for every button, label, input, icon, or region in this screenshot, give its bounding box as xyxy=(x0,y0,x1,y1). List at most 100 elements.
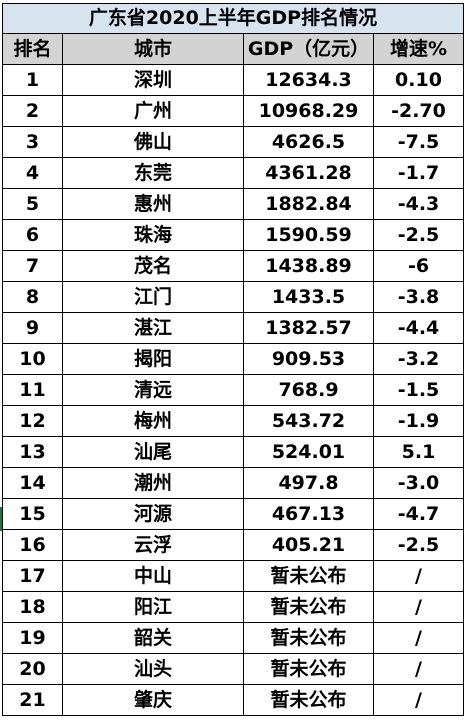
cell-growth[interactable]: -3.2 xyxy=(373,343,464,375)
cell-rank[interactable]: 2 xyxy=(2,95,63,127)
cell-rank[interactable]: 10 xyxy=(2,343,63,375)
cell-rank[interactable]: 15 xyxy=(2,498,63,530)
cell-growth[interactable]: / xyxy=(373,591,464,623)
cell-growth[interactable]: -2.5 xyxy=(373,529,464,561)
cell-rank[interactable]: 18 xyxy=(2,591,63,623)
cell-growth[interactable]: -3.0 xyxy=(373,467,464,499)
table-row: 11 清远 768.9 -1.5 xyxy=(2,374,464,406)
cell-city[interactable]: 梅州 xyxy=(62,405,244,437)
header-growth[interactable]: 增速% xyxy=(373,33,464,65)
cell-gdp[interactable]: 524.01 xyxy=(243,436,374,468)
cell-city[interactable]: 肇庆 xyxy=(62,684,244,716)
cell-gdp[interactable]: 1590.59 xyxy=(243,219,374,251)
cell-rank[interactable]: 16 xyxy=(2,529,63,561)
cell-rank[interactable]: 4 xyxy=(2,157,63,189)
cell-city[interactable]: 揭阳 xyxy=(62,343,244,375)
cell-rank[interactable]: 17 xyxy=(2,560,63,592)
cell-city[interactable]: 江门 xyxy=(62,281,244,313)
header-rank[interactable]: 排名 xyxy=(2,33,63,65)
cell-gdp[interactable]: 543.72 xyxy=(243,405,374,437)
cell-rank[interactable]: 19 xyxy=(2,622,63,654)
cell-city[interactable]: 阳江 xyxy=(62,591,244,623)
cell-growth[interactable]: / xyxy=(373,622,464,654)
cell-growth[interactable]: -2.70 xyxy=(373,95,464,127)
cell-gdp[interactable]: 暂未公布 xyxy=(243,622,374,654)
table-row: 16 云浮 405.21 -2.5 xyxy=(2,529,464,561)
cell-growth[interactable]: 5.1 xyxy=(373,436,464,468)
cell-city[interactable]: 湛江 xyxy=(62,312,244,344)
cell-gdp[interactable]: 10968.29 xyxy=(243,95,374,127)
cell-gdp[interactable]: 1438.89 xyxy=(243,250,374,282)
cell-city[interactable]: 茂名 xyxy=(62,250,244,282)
cell-rank[interactable]: 14 xyxy=(2,467,63,499)
cell-growth[interactable]: / xyxy=(373,560,464,592)
cell-city[interactable]: 广州 xyxy=(62,95,244,127)
cell-rank[interactable]: 13 xyxy=(2,436,63,468)
cell-city[interactable]: 东莞 xyxy=(62,157,244,189)
table-row: 19 韶关 暂未公布 / xyxy=(2,622,464,654)
cell-growth[interactable]: / xyxy=(373,684,464,716)
cell-growth[interactable]: -4.7 xyxy=(373,498,464,530)
cell-growth[interactable]: -3.8 xyxy=(373,281,464,313)
cell-city[interactable]: 汕尾 xyxy=(62,436,244,468)
cell-gdp[interactable]: 768.9 xyxy=(243,374,374,406)
cell-city[interactable]: 韶关 xyxy=(62,622,244,654)
table-row: 15 河源 467.13 -4.7 xyxy=(2,498,464,530)
cell-gdp[interactable]: 497.8 xyxy=(243,467,374,499)
cell-growth[interactable]: 0.10 xyxy=(373,64,464,96)
cell-rank[interactable]: 3 xyxy=(2,126,63,158)
cell-gdp[interactable]: 909.53 xyxy=(243,343,374,375)
table-row: 13 汕尾 524.01 5.1 xyxy=(2,436,464,468)
cell-gdp[interactable]: 暂未公布 xyxy=(243,591,374,623)
cell-growth[interactable]: / xyxy=(373,653,464,685)
cell-city[interactable]: 深圳 xyxy=(62,64,244,96)
cell-gdp[interactable]: 467.13 xyxy=(243,498,374,530)
cell-rank[interactable]: 1 xyxy=(2,64,63,96)
table-row: 17 中山 暂未公布 / xyxy=(2,560,464,592)
cell-city[interactable]: 清远 xyxy=(62,374,244,406)
table-row: 9 湛江 1382.57 -4.4 xyxy=(2,312,464,344)
cell-gdp[interactable]: 1382.57 xyxy=(243,312,374,344)
cell-growth[interactable]: -2.5 xyxy=(373,219,464,251)
cell-growth[interactable]: -4.3 xyxy=(373,188,464,220)
cell-growth[interactable]: -6 xyxy=(373,250,464,282)
cell-rank[interactable]: 6 xyxy=(2,219,63,251)
cell-rank[interactable]: 12 xyxy=(2,405,63,437)
cell-gdp[interactable]: 暂未公布 xyxy=(243,684,374,716)
cell-city[interactable]: 惠州 xyxy=(62,188,244,220)
cell-gdp[interactable]: 暂未公布 xyxy=(243,653,374,685)
cell-city[interactable]: 佛山 xyxy=(62,126,244,158)
cell-rank[interactable]: 5 xyxy=(2,188,63,220)
cell-growth[interactable]: -1.7 xyxy=(373,157,464,189)
cell-gdp[interactable]: 4361.28 xyxy=(243,157,374,189)
cell-rank[interactable]: 8 xyxy=(2,281,63,313)
header-city[interactable]: 城市 xyxy=(62,33,244,65)
cell-rank[interactable]: 21 xyxy=(2,684,63,716)
cell-gdp[interactable]: 405.21 xyxy=(243,529,374,561)
cell-gdp[interactable]: 12634.3 xyxy=(243,64,374,96)
cell-rank[interactable]: 7 xyxy=(2,250,63,282)
table-row: 8 江门 1433.5 -3.8 xyxy=(2,281,464,313)
cell-city[interactable]: 潮州 xyxy=(62,467,244,499)
cell-growth[interactable]: -7.5 xyxy=(373,126,464,158)
gdp-ranking-table: 广东省2020上半年GDP排名情况 排名 城市 GDP（亿元） 增速% 1 深圳 1… xyxy=(2,3,464,716)
cell-rank[interactable]: 20 xyxy=(2,653,63,685)
cell-gdp[interactable]: 4626.5 xyxy=(243,126,374,158)
header-gdp[interactable]: GDP（亿元） xyxy=(243,33,374,65)
cell-gdp[interactable]: 暂未公布 xyxy=(243,560,374,592)
cell-growth[interactable]: -1.9 xyxy=(373,405,464,437)
cell-city[interactable]: 云浮 xyxy=(62,529,244,561)
cell-city[interactable]: 中山 xyxy=(62,560,244,592)
cell-city[interactable]: 河源 xyxy=(62,498,244,530)
cell-growth[interactable]: -1.5 xyxy=(373,374,464,406)
table-title[interactable]: 广东省2020上半年GDP排名情况 xyxy=(2,3,464,34)
cell-growth[interactable]: -4.4 xyxy=(373,312,464,344)
cell-rank[interactable]: 11 xyxy=(2,374,63,406)
table-row: 18 阳江 暂未公布 / xyxy=(2,591,464,623)
cell-city[interactable]: 珠海 xyxy=(62,219,244,251)
cell-gdp[interactable]: 1433.5 xyxy=(243,281,374,313)
cell-gdp[interactable]: 1882.84 xyxy=(243,188,374,220)
cell-city[interactable]: 汕头 xyxy=(62,653,244,685)
cell-rank[interactable]: 9 xyxy=(2,312,63,344)
